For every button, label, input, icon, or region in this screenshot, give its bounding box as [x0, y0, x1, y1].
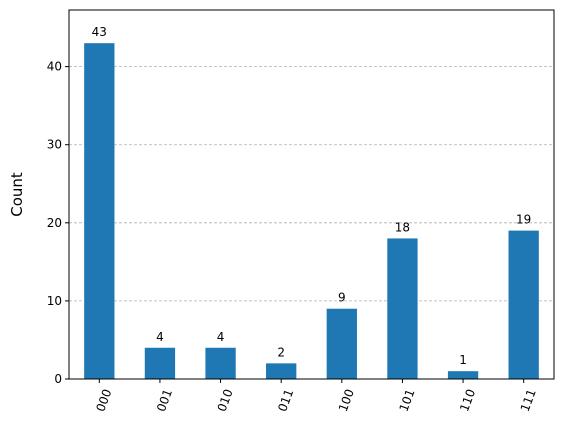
- bar-000: [84, 43, 115, 379]
- plot-frame: [68, 9, 555, 380]
- x-tick-label-000: 000: [93, 387, 114, 413]
- bar-100: [326, 308, 357, 379]
- x-tick-label-101: 101: [397, 387, 418, 413]
- x-tick-label-110: 110: [457, 387, 478, 413]
- data-label-100: 9: [338, 291, 346, 305]
- y-axis: 0 10 20 30 40: [47, 60, 69, 386]
- x-tick-label-010: 010: [215, 387, 236, 413]
- data-label-101: 18: [395, 220, 410, 234]
- bar-011: [266, 363, 297, 379]
- y-axis-title: Count: [8, 172, 26, 217]
- bar-010: [205, 347, 236, 379]
- data-label-010: 4: [217, 330, 225, 344]
- bar-001: [144, 347, 176, 379]
- x-tick-label-001: 001: [154, 387, 175, 413]
- x-tick-label-100: 100: [336, 387, 357, 413]
- data-label-001: 4: [156, 330, 164, 344]
- data-label-011: 2: [277, 345, 285, 359]
- bar-101: [387, 238, 418, 379]
- x-axis: 000 001 010 011 100 101 110 111: [93, 379, 539, 414]
- y-tick-label: 10: [47, 294, 62, 308]
- bars: [84, 43, 539, 379]
- y-tick-label: 30: [47, 138, 62, 152]
- x-tick-label-011: 011: [275, 387, 296, 413]
- y-tick-label: 0: [54, 372, 62, 386]
- bar-110: [447, 371, 479, 379]
- y-tick-label: 20: [47, 216, 62, 230]
- bar-111: [508, 230, 539, 379]
- data-label-000: 43: [92, 25, 107, 39]
- x-tick-label-111: 111: [518, 387, 539, 413]
- data-label-110: 1: [459, 353, 467, 367]
- data-label-111: 19: [516, 213, 531, 227]
- grid-lines: [69, 66, 554, 302]
- data-labels: 43 4 4 2 9 18 1 19: [92, 25, 532, 367]
- y-tick-label: 40: [47, 60, 62, 74]
